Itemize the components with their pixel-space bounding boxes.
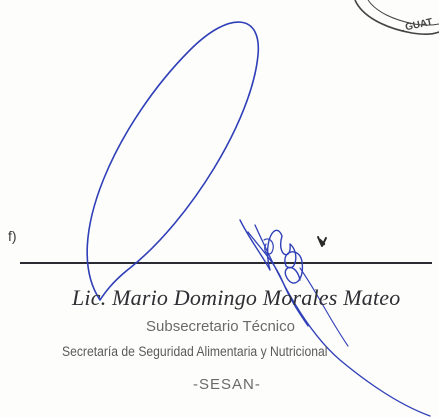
seal-text: GUAT [404, 17, 433, 33]
institution-name: Secretaría de Seguridad Alimentaria y Nu… [62, 344, 327, 359]
signature-prefix-label: f) [8, 228, 17, 244]
seal-dash: - [400, 25, 406, 36]
signatory-name: Lic. Mario Domingo Morales Mateo [72, 285, 439, 311]
signature-line [20, 262, 432, 264]
institution-acronym: -SESAN- [193, 376, 261, 393]
signatory-title: Subsecretario Técnico [146, 318, 295, 335]
